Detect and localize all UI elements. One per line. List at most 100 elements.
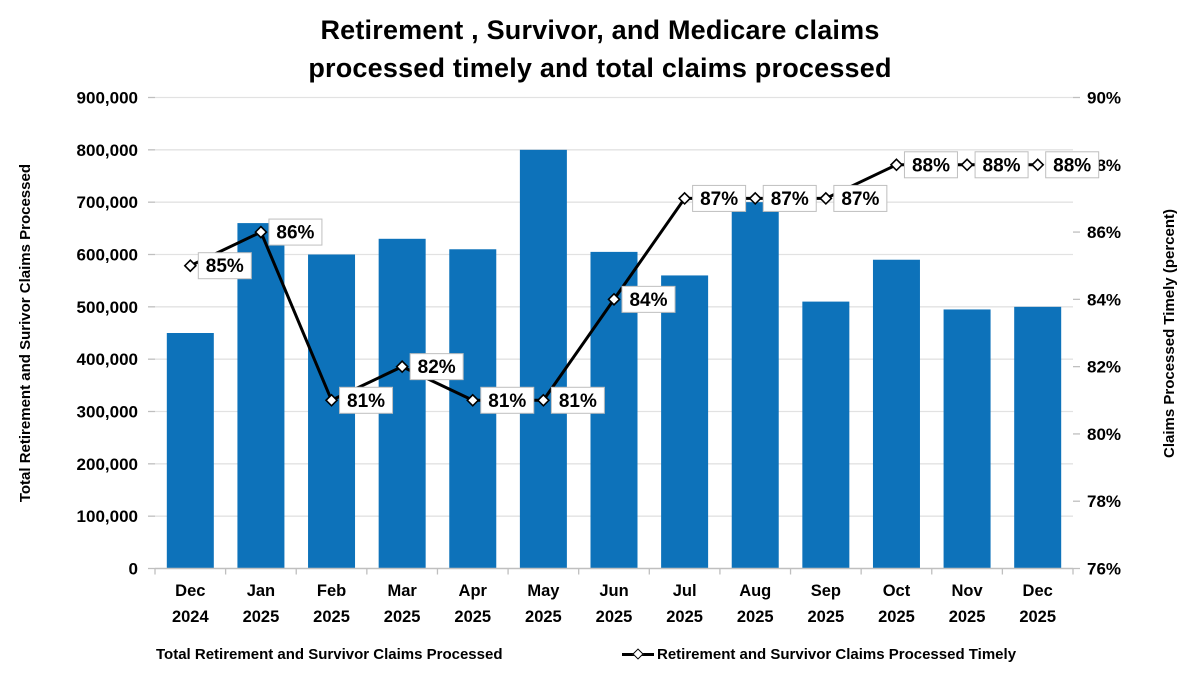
legend-label-bars: Total Retirement and Survivor Claims Pro… bbox=[156, 645, 503, 663]
x-tick-label-month: Sep bbox=[811, 582, 841, 600]
data-label-box bbox=[692, 184, 747, 212]
data-label: 82% bbox=[418, 357, 456, 378]
x-tick-label-month: Nov bbox=[951, 582, 983, 600]
bar bbox=[872, 259, 920, 569]
x-tick-label-month: Aug bbox=[739, 582, 771, 600]
x-tick-label-month: Dec bbox=[175, 582, 205, 600]
left-axis-title: Total Retirement and Surivor Claims Proc… bbox=[8, 97, 42, 569]
x-tick-label-month: Oct bbox=[883, 582, 911, 600]
legend-item-bars: Total Retirement and Survivor Claims Pro… bbox=[124, 641, 503, 667]
data-label-box bbox=[903, 151, 958, 179]
x-tick-label-month: May bbox=[527, 582, 560, 600]
x-tick-label-month: Jan bbox=[247, 582, 275, 600]
data-label: 87% bbox=[700, 189, 738, 210]
data-label-box bbox=[409, 353, 464, 381]
bar bbox=[519, 149, 567, 569]
x-tick-label-year: 2025 bbox=[525, 608, 562, 626]
x-tick-label-year: 2025 bbox=[666, 608, 703, 626]
data-label: 88% bbox=[1053, 155, 1091, 176]
line-marker-diamond bbox=[1031, 158, 1045, 172]
data-label: 81% bbox=[347, 391, 385, 412]
left-axis-tick-label: 900,000 bbox=[77, 89, 138, 108]
x-tick-label-month: Dec bbox=[1023, 582, 1053, 600]
right-axis-tick-label: 80% bbox=[1087, 425, 1121, 444]
line-marker-diamond bbox=[536, 393, 551, 407]
line-marker-diamond bbox=[677, 191, 692, 206]
data-label: 81% bbox=[559, 391, 597, 412]
x-tick-label-month: Jun bbox=[599, 582, 628, 600]
line-marker-diamond bbox=[819, 191, 833, 206]
left-axis-tick-label: 500,000 bbox=[77, 298, 138, 317]
data-label: 88% bbox=[983, 155, 1021, 176]
data-label-box bbox=[1045, 151, 1100, 179]
data-label-box bbox=[268, 218, 323, 246]
x-tick-label-month: Feb bbox=[317, 582, 346, 600]
x-tick-label-year: 2025 bbox=[878, 608, 915, 626]
right-axis-tick-label: 82% bbox=[1087, 358, 1121, 377]
data-label: 88% bbox=[912, 155, 950, 176]
chart-title: Retirement , Survivor, and Medicare clai… bbox=[0, 11, 1200, 87]
line-marker-diamond bbox=[254, 225, 268, 239]
right-axis-tick-label: 90% bbox=[1087, 89, 1121, 108]
right-axis-title-text: Claims Processed Timely (percent) bbox=[1160, 208, 1178, 458]
legend-item-line: Retirement and Survivor Claims Processed… bbox=[622, 641, 1016, 667]
data-label: 87% bbox=[771, 189, 809, 210]
x-tick-label-month: Mar bbox=[387, 582, 417, 600]
line-marker-diamond bbox=[183, 259, 197, 273]
right-axis-tick-label: 78% bbox=[1087, 492, 1121, 511]
data-label: 84% bbox=[629, 290, 667, 311]
chart-title-line1: Retirement , Survivor, and Medicare clai… bbox=[320, 15, 880, 45]
left-axis-tick-label: 100,000 bbox=[77, 507, 138, 526]
x-tick-label-year: 2025 bbox=[384, 608, 421, 626]
x-tick-label-month: Jul bbox=[673, 582, 697, 600]
data-label: 81% bbox=[488, 391, 526, 412]
x-tick-label-year: 2025 bbox=[596, 608, 633, 626]
left-axis-tick-label: 400,000 bbox=[77, 350, 138, 369]
line-series-swatch-icon bbox=[622, 648, 654, 660]
right-axis-tick-label: 86% bbox=[1087, 223, 1121, 242]
line-marker-diamond bbox=[466, 393, 480, 407]
data-label-box bbox=[621, 285, 676, 313]
right-axis-title: Claims Processed Timely (percent) bbox=[1152, 97, 1186, 569]
x-tick-label-year: 2025 bbox=[1019, 608, 1056, 626]
line-marker-diamond bbox=[395, 360, 409, 374]
data-label-box bbox=[480, 386, 535, 414]
x-tick-label-year: 2025 bbox=[737, 608, 774, 626]
x-tick-label-year: 2024 bbox=[172, 608, 210, 626]
left-axis-tick-label: 200,000 bbox=[77, 455, 138, 474]
chart-title-line2: processed timely and total claims proces… bbox=[308, 53, 892, 83]
data-label-box bbox=[833, 184, 888, 212]
x-tick-label-month: Apr bbox=[459, 582, 488, 600]
x-tick-label-year: 2025 bbox=[313, 608, 350, 626]
bar bbox=[731, 202, 779, 569]
left-axis-tick-label: 300,000 bbox=[77, 403, 138, 422]
left-axis-tick-label: 0 bbox=[129, 560, 138, 579]
bar bbox=[802, 301, 850, 569]
x-tick-label-year: 2025 bbox=[807, 608, 844, 626]
left-axis-tick-label: 800,000 bbox=[77, 141, 138, 160]
bar bbox=[943, 309, 991, 569]
data-label: 85% bbox=[206, 256, 244, 277]
left-axis-tick-label: 700,000 bbox=[77, 193, 138, 212]
data-label-box bbox=[339, 386, 394, 414]
bar bbox=[1014, 306, 1062, 569]
x-tick-label-year: 2025 bbox=[949, 608, 986, 626]
line-marker-diamond bbox=[889, 158, 904, 172]
x-tick-label-year: 2025 bbox=[243, 608, 280, 626]
left-axis-title-text: Total Retirement and Surivor Claims Proc… bbox=[16, 163, 34, 503]
left-axis-tick-label: 600,000 bbox=[77, 246, 138, 265]
data-label: 86% bbox=[276, 223, 314, 244]
line-marker-diamond bbox=[960, 158, 974, 172]
diamond-marker-icon bbox=[632, 648, 644, 660]
right-axis-tick-label: 76% bbox=[1087, 560, 1121, 579]
right-axis-tick-label: 84% bbox=[1087, 290, 1121, 309]
bar bbox=[237, 223, 285, 569]
bar-series-swatch-icon bbox=[124, 648, 153, 660]
data-label-box bbox=[550, 386, 605, 414]
data-label: 87% bbox=[841, 189, 879, 210]
data-label-box bbox=[974, 151, 1029, 179]
line-marker-diamond bbox=[324, 393, 339, 407]
line-marker-diamond bbox=[607, 292, 621, 306]
